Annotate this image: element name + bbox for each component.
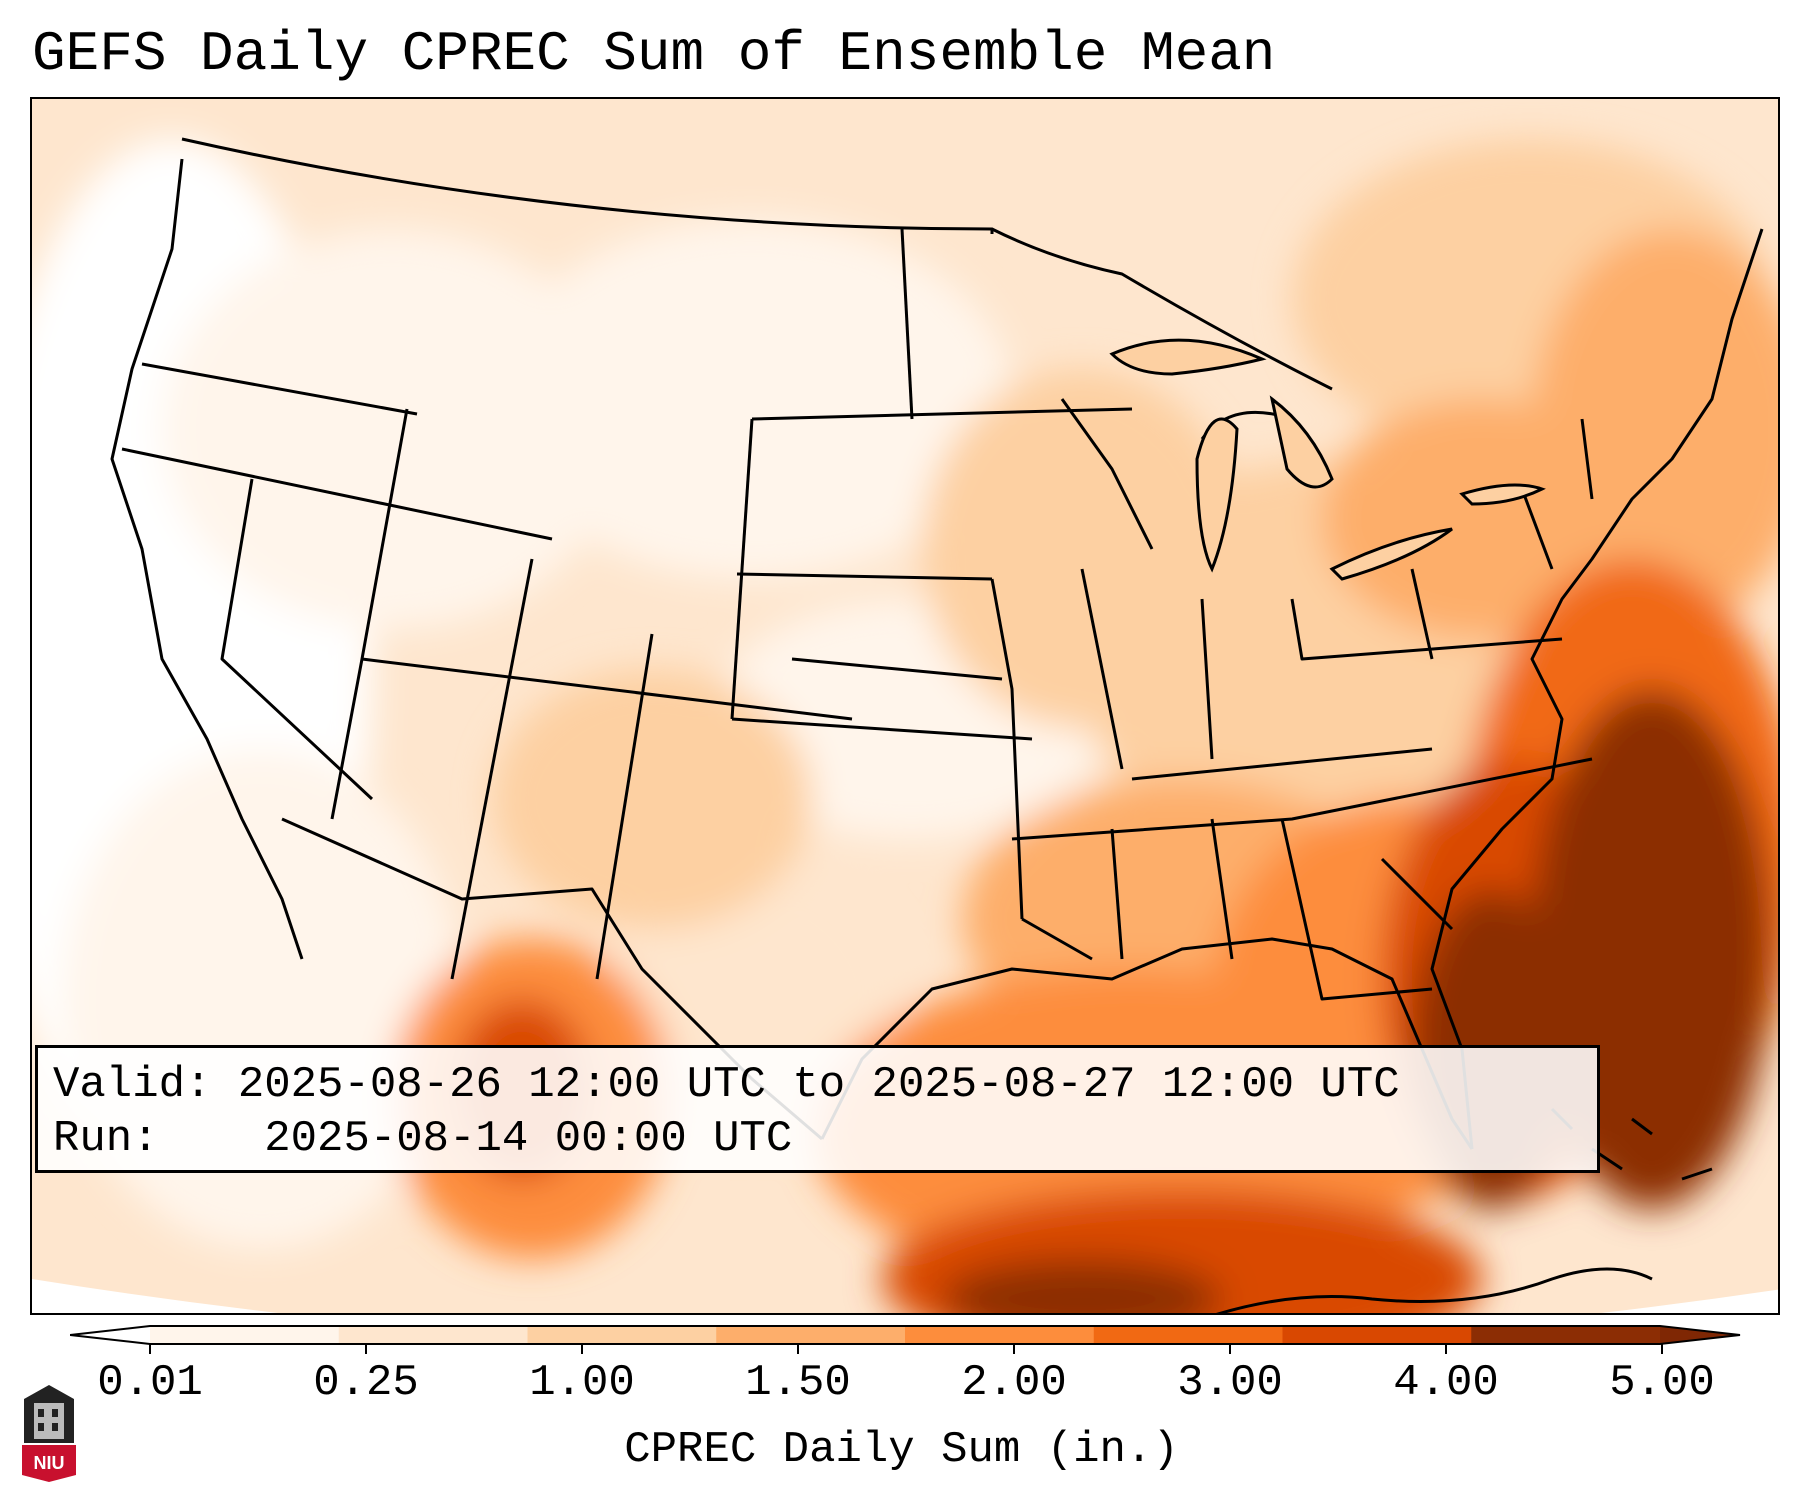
colorbar-segment: [527, 1326, 717, 1344]
logo-text: NIU: [34, 1453, 65, 1473]
map-title: GEFS Daily CPREC Sum of Ensemble Mean: [32, 22, 1276, 86]
colorbar-segment: [338, 1326, 528, 1344]
valid-label: Valid:: [53, 1060, 212, 1110]
colorbar-ticks: [149, 1344, 1663, 1354]
colorbar-tick-label: 4.00: [1393, 1358, 1499, 1408]
colorbar-tick-label: 5.00: [1609, 1358, 1715, 1408]
colorbar-tick-label: 0.25: [313, 1358, 419, 1408]
colorbar: [70, 1325, 1741, 1354]
colorbar-segment: [905, 1326, 1095, 1344]
great-lakes: [1109, 338, 1546, 581]
run-label: Run:: [53, 1114, 159, 1164]
colorbar-segment: [150, 1326, 340, 1344]
niu-logo-icon: NIU: [22, 1385, 76, 1482]
colorbar-tick-label: 1.00: [529, 1358, 635, 1408]
valid-run-info-box: Valid: 2025-08-26 12:00 UTC to 2025-08-2…: [35, 1045, 1600, 1173]
colorbar-segment: [1282, 1326, 1472, 1344]
colorbar-label: CPREC Daily Sum (in.): [624, 1425, 1179, 1475]
run-line: Run: 2025-08-14 00:00 UTC: [53, 1112, 1582, 1166]
colorbar-over-extension: [1660, 1326, 1740, 1344]
colorbar-tick-label: 3.00: [1177, 1358, 1283, 1408]
colorbar-segment: [716, 1326, 906, 1344]
colorbar-segment: [1093, 1326, 1283, 1344]
colorbar-outline: [70, 1325, 1741, 1345]
run-value: 2025-08-14 00:00 UTC: [264, 1114, 793, 1164]
colorbar-tick-label: 1.50: [745, 1358, 851, 1408]
valid-line: Valid: 2025-08-26 12:00 UTC to 2025-08-2…: [53, 1058, 1582, 1112]
colorbar-under-extension: [70, 1326, 150, 1344]
colorbar-tick-label: 0.01: [97, 1358, 203, 1408]
colorbar-segment: [1471, 1326, 1661, 1344]
state-borders: [110, 137, 1764, 1150]
colorbar-tick-label: 2.00: [961, 1358, 1067, 1408]
valid-value: 2025-08-26 12:00 UTC to 2025-08-27 12:00…: [237, 1060, 1400, 1110]
colorbar-segments: [70, 1326, 1740, 1344]
